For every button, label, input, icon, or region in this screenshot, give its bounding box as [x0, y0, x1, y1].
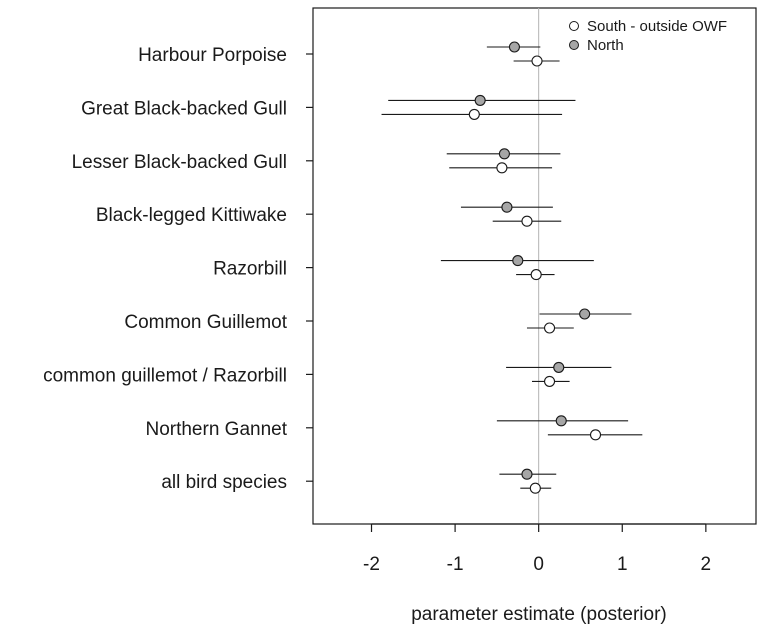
x-tick-label: 0: [533, 554, 544, 575]
estimate-marks: [381, 41, 643, 494]
estimate-point: [543, 375, 556, 387]
category-label: Lesser Black-backed Gull: [72, 152, 287, 173]
category-label: common guillemot / Razorbill: [43, 365, 287, 386]
estimate-point: [579, 308, 591, 320]
x-tick-label: 1: [617, 554, 628, 575]
estimate-point: [555, 415, 567, 427]
plot-frame: [312, 7, 757, 525]
estimate-point: [508, 41, 520, 53]
legend-marker: [569, 40, 579, 50]
estimate-point: [521, 215, 533, 227]
x-axis: -2 -1 0 1 2: [363, 523, 712, 575]
category-label: Harbour Porpoise: [138, 45, 287, 66]
x-axis-title: parameter estimate (posterior): [411, 604, 667, 625]
x-tick-label: 2: [701, 554, 712, 575]
estimate-point: [468, 108, 480, 120]
estimate-point: [496, 162, 508, 174]
category-label: Black-legged Kittiwake: [96, 205, 287, 226]
estimate-point: [529, 482, 541, 494]
x-tick-label: -2: [363, 554, 380, 575]
category-label: all bird species: [161, 472, 287, 493]
estimate-point: [543, 322, 556, 334]
category-label: Great Black-backed Gull: [81, 98, 287, 119]
estimate-point: [521, 468, 533, 480]
y-axis: Harbour Porpoise Great Black-backed Gull L…: [43, 45, 313, 493]
legend-label: North: [587, 37, 624, 54]
category-label: Common Guillemot: [124, 312, 287, 333]
estimate-point: [512, 255, 524, 267]
legend: South - outside OWF North: [569, 18, 727, 54]
x-tick-label: -1: [447, 554, 464, 575]
estimate-point: [530, 269, 542, 281]
category-label: Razorbill: [213, 259, 287, 280]
legend-marker: [569, 21, 579, 31]
estimate-point: [553, 361, 565, 373]
estimate-point: [531, 55, 543, 67]
legend-label: South - outside OWF: [587, 18, 727, 35]
estimate-point: [501, 201, 513, 213]
estimate-point: [589, 429, 602, 441]
category-label: Northern Gannet: [145, 419, 287, 440]
estimate-point: [474, 94, 486, 106]
estimate-point: [498, 148, 510, 160]
